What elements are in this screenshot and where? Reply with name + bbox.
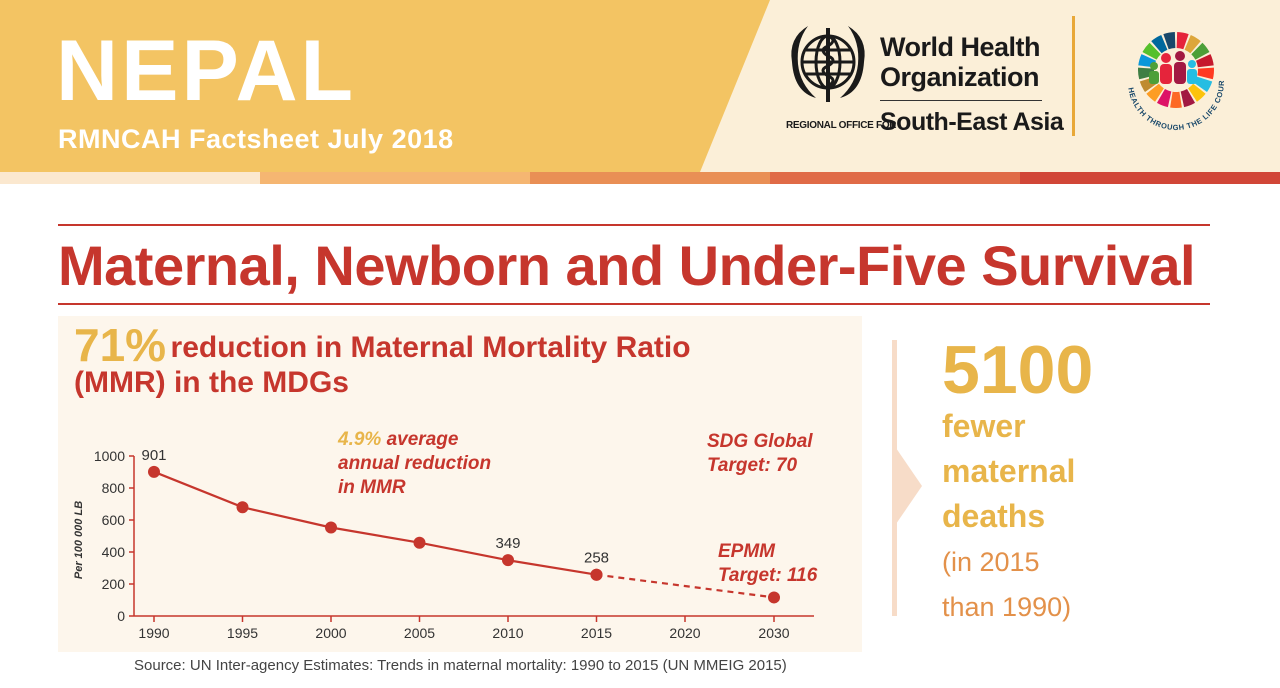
- epmm-target-annotation: EPMM Target: 116: [718, 541, 818, 586]
- chart-axes: 0 200 400 600 800 1000 1990 1995 2000 2005 2010 201…: [73, 448, 814, 641]
- fewer-deaths-label: fewer maternal deaths: [942, 408, 1076, 534]
- sdg-life-course-logo-icon: HEALTH THROUGH THE LIFE COURSE: [1114, 20, 1225, 132]
- y-tick-label: 600: [102, 512, 126, 528]
- title-rule-top: [58, 224, 1210, 226]
- family-figures-icon: [1149, 51, 1197, 84]
- header: NEPAL RMNCAH Factsheet July 2018 World H…: [0, 0, 1280, 172]
- stat-accent-bar: [892, 340, 897, 616]
- headline-percent: 71%: [74, 319, 167, 371]
- header-color-stripes: [0, 172, 1280, 184]
- source-note: Source: UN Inter-agency Estimates: Trend…: [134, 657, 787, 674]
- sdg-ring-segment: [1142, 42, 1161, 60]
- data-label: 349: [495, 535, 520, 552]
- sdg-ring-segment: [1156, 89, 1172, 108]
- x-tick-label: 2000: [315, 625, 346, 641]
- headline: 71% reduction in Maternal Mortality Rati…: [74, 318, 834, 372]
- sdg-target-annotation: SDG Global Target: 70: [707, 431, 813, 476]
- sdg-ring-segment: [1163, 32, 1176, 50]
- data-point: [148, 465, 160, 478]
- who-emblem-icon: [791, 26, 865, 102]
- data-point: [325, 521, 337, 534]
- data-point: [502, 554, 514, 567]
- y-axis-label: Per 100 000 LB: [73, 501, 85, 579]
- sdg-ring-segment: [1197, 67, 1215, 80]
- headline-text-line1: reduction in Maternal Mortality Ratio: [170, 331, 691, 364]
- y-tick-label: 400: [102, 544, 126, 560]
- sdg-ring-segment: [1176, 32, 1189, 50]
- sdg-ring-segment: [1170, 91, 1182, 109]
- sdg-ring-segment: [1184, 34, 1201, 54]
- x-tick-label: 2020: [669, 625, 700, 641]
- average-reduction-pct: 4.9%: [338, 429, 382, 450]
- average-reduction-text: average annual reduction in MMR: [338, 429, 492, 498]
- sdg-ring-segment: [1191, 42, 1210, 60]
- y-tick-label: 200: [102, 576, 126, 592]
- x-tick-label: 2005: [404, 625, 435, 641]
- who-rule: [880, 100, 1042, 101]
- sdg-ring-segment: [1146, 83, 1164, 102]
- data-label: 901: [141, 447, 166, 464]
- x-tick-label: 2030: [758, 625, 789, 641]
- sdg-ring-segment: [1188, 83, 1206, 102]
- data-point: [236, 501, 249, 514]
- who-regional-prefix: REGIONAL OFFICE FOR: [786, 120, 897, 131]
- title-rule-bottom: [58, 303, 1210, 305]
- data-point: [768, 591, 780, 604]
- fewer-deaths-number: 5100: [942, 332, 1094, 408]
- chart-marks: 901 349 258: [141, 447, 780, 604]
- sdg-ring-segment: [1151, 34, 1168, 54]
- factsheet-subtitle: RMNCAH Factsheet July 2018: [58, 124, 454, 154]
- headline-text-line2: (MMR) in the MDGs: [74, 366, 349, 399]
- data-point: [413, 536, 426, 549]
- mmr-series-line: [153, 470, 597, 576]
- who-organization-name: World Health Organization: [880, 32, 1041, 92]
- header-yellow-band: [0, 0, 770, 172]
- data-point: [590, 568, 603, 581]
- stat-arrow-icon: [896, 448, 922, 524]
- section-title: Maternal, Newborn and Under-Five Surviva…: [58, 234, 1196, 297]
- x-tick-label: 2010: [492, 625, 523, 641]
- projection-line: [596, 573, 775, 599]
- x-tick-label: 2015: [581, 625, 612, 641]
- who-region-name: South-East Asia: [880, 108, 1064, 136]
- chart-panel: [58, 316, 862, 652]
- x-tick-label: 1995: [227, 625, 258, 641]
- who-name-line2: Organization: [880, 62, 1040, 92]
- header-divider: [1072, 16, 1075, 136]
- average-reduction-annotation: 4.9% average annual reduction in MMR: [338, 428, 491, 500]
- y-tick-label: 0: [117, 608, 125, 624]
- y-tick-label: 800: [102, 480, 126, 496]
- mmr-line-chart: 0 200 400 600 800 1000 1990 1995 2000 2005 2010 201…: [73, 447, 814, 641]
- fewer-deaths-note: (in 2015 than 1990): [942, 547, 1072, 622]
- data-label: 258: [584, 550, 609, 567]
- sdg-ring-segment: [1195, 54, 1214, 68]
- sdg-ring-segment: [1193, 76, 1213, 92]
- sdg-ring-segment: [1180, 89, 1196, 108]
- who-name-line1: World Health: [880, 32, 1041, 62]
- y-tick-label: 1000: [94, 448, 125, 464]
- country-title: NEPAL: [56, 23, 357, 119]
- x-tick-label: 1990: [138, 625, 169, 641]
